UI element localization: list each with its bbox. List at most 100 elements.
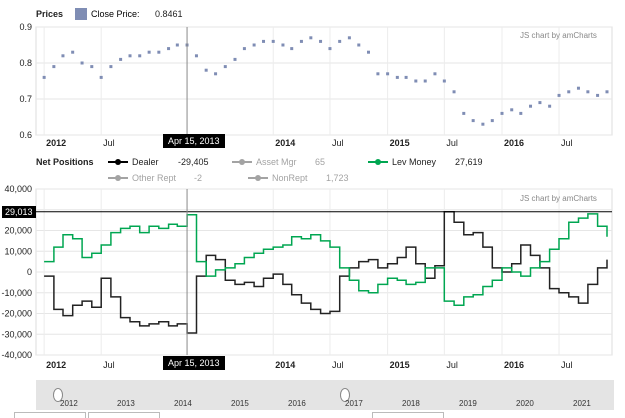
prices-x-tick-label: 2015 xyxy=(390,138,410,148)
legend-item-lev-money[interactable]: Lev Money xyxy=(368,157,436,167)
price-point xyxy=(433,72,437,76)
price-point xyxy=(204,68,208,72)
price-point xyxy=(557,93,561,97)
price-point xyxy=(309,36,313,40)
net-positions-y-tick-label: 0 xyxy=(27,267,32,277)
price-point xyxy=(109,65,113,69)
price-point xyxy=(338,39,342,43)
net-positions-x-tick-label: 2014 xyxy=(275,360,295,370)
net-positions-x-tick-label: Jul xyxy=(561,360,573,370)
price-point xyxy=(99,75,103,79)
price-point xyxy=(357,43,361,47)
net-positions-y-tick-label: -20,000 xyxy=(1,309,32,319)
prices-title: Prices xyxy=(36,9,64,19)
scrollbar-year-label: 2016 xyxy=(288,399,306,408)
prices-y-tick-label: 0.9 xyxy=(19,22,32,32)
price-point xyxy=(214,72,218,76)
price-point xyxy=(175,43,179,47)
price-point xyxy=(414,79,418,83)
period-button-mid[interactable] xyxy=(88,412,160,418)
price-point xyxy=(452,90,456,94)
price-point xyxy=(319,39,323,43)
price-point xyxy=(262,39,266,43)
nonrept-value: 1,723 xyxy=(326,173,349,183)
period-button-left[interactable] xyxy=(14,412,86,418)
prices-credit[interactable]: JS chart by amCharts xyxy=(520,31,597,40)
prices-plot-frame xyxy=(35,26,613,136)
price-point xyxy=(576,86,580,90)
net-positions-cursor-value: 29,013 xyxy=(2,206,36,218)
dealer-value: -29,405 xyxy=(178,157,209,167)
prices-cursor-date: Apr 15, 2013 xyxy=(163,134,225,148)
prices-x-tick-label: 2014 xyxy=(275,138,295,148)
scrollbar-right-grip[interactable] xyxy=(340,388,350,402)
net-positions-x-tick-label: 2015 xyxy=(390,360,410,370)
price-point xyxy=(471,119,475,123)
price-point xyxy=(548,104,552,108)
net-positions-y-tick-label: -10,000 xyxy=(1,288,32,298)
scrollbar[interactable] xyxy=(36,380,614,410)
prices-x-tick-label: Jul xyxy=(332,138,344,148)
scrollbar-year-label: 2017 xyxy=(345,399,363,408)
nonrept-marker-icon xyxy=(248,173,268,183)
other-rept-value: -2 xyxy=(194,173,203,183)
legend-item-nonrept[interactable]: NonRept xyxy=(248,173,308,183)
price-point xyxy=(442,79,446,83)
net-positions-x-tick-label: 2012 xyxy=(46,360,66,370)
prices-legend: Prices xyxy=(36,9,63,19)
lev-money-label: Lev Money xyxy=(392,157,437,167)
other-rept-label: Other Rept xyxy=(132,173,177,183)
price-point xyxy=(395,75,399,79)
price-point xyxy=(223,65,227,69)
price-point xyxy=(299,39,303,43)
price-point xyxy=(252,43,256,47)
close-price-legend-item[interactable]: Close Price: xyxy=(75,8,140,20)
legend-item-asset-mgr[interactable]: Asset Mgr xyxy=(232,157,297,167)
price-point xyxy=(167,47,171,51)
prices-x-tick-label: Jul xyxy=(561,138,573,148)
period-button-right[interactable] xyxy=(372,412,444,418)
price-point xyxy=(462,111,466,115)
net-positions-x-tick-label: 2016 xyxy=(504,360,524,370)
prices-x-tick-label: Jul xyxy=(103,138,115,148)
prices-y-tick-label: 0.7 xyxy=(19,94,32,104)
price-point xyxy=(596,93,600,97)
prices-x-tick-label: 2016 xyxy=(504,138,524,148)
nonrept-label: NonRept xyxy=(272,173,308,183)
net-positions-x-tick-label: Jul xyxy=(446,360,458,370)
price-point xyxy=(386,72,390,76)
prices-y-tick-label: 0.6 xyxy=(19,130,32,140)
price-point xyxy=(404,75,408,79)
price-point xyxy=(271,39,275,43)
price-point xyxy=(80,61,84,65)
price-point xyxy=(376,72,380,76)
scrollbar-year-label: 2020 xyxy=(516,399,534,408)
asset-mgr-value: 65 xyxy=(315,157,326,167)
scrollbar-year-label: 2015 xyxy=(231,399,249,408)
price-point xyxy=(481,122,485,126)
legend-item-other-rept[interactable]: Other Rept xyxy=(108,173,176,183)
other-rept-marker-icon xyxy=(108,173,128,183)
price-point xyxy=(138,54,142,58)
price-point xyxy=(605,90,609,94)
close-price-value: 0.8461 xyxy=(155,9,183,19)
price-point xyxy=(242,47,246,51)
net-positions-credit[interactable]: JS chart by amCharts xyxy=(520,194,597,203)
price-point xyxy=(157,50,161,54)
net-positions-y-tick-label: 10,000 xyxy=(4,246,32,256)
price-point xyxy=(119,57,123,61)
net-positions-cursor-date: Apr 15, 2013 xyxy=(163,356,225,370)
price-point xyxy=(71,50,75,54)
series-line-dealer xyxy=(44,211,608,334)
dealer-label: Dealer xyxy=(132,157,159,167)
price-point xyxy=(500,111,504,115)
price-point xyxy=(367,50,371,54)
scrollbar-year-label: 2012 xyxy=(60,399,78,408)
lev-money-value: 27,619 xyxy=(455,157,483,167)
net-positions-y-tick-label: -30,000 xyxy=(1,329,32,339)
prices-y-tick-label: 0.8 xyxy=(19,58,32,68)
net-positions-y-tick-label: 40,000 xyxy=(4,184,32,194)
legend-item-dealer[interactable]: Dealer xyxy=(108,157,159,167)
scrollbar-left-grip[interactable] xyxy=(53,388,63,402)
